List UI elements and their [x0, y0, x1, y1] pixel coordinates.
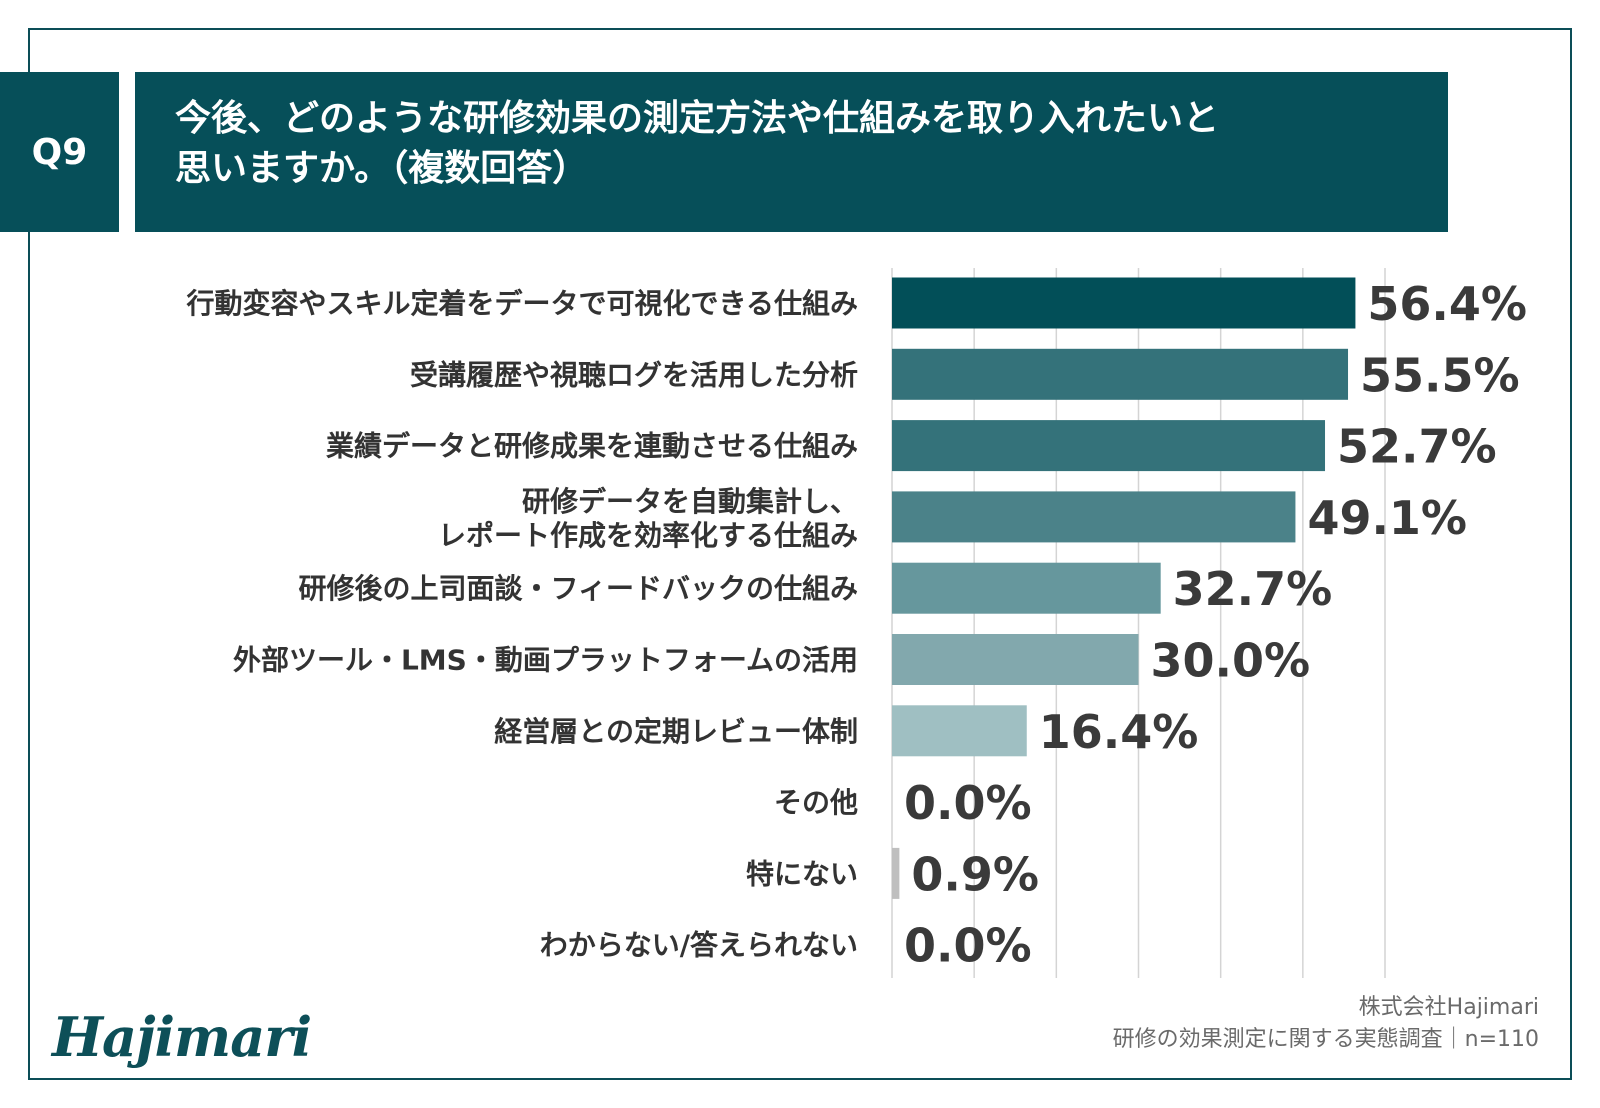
value-label: 0.0% — [904, 919, 1032, 973]
value-label: 0.9% — [911, 847, 1039, 901]
bar — [892, 348, 1349, 400]
hajimari-logo: Hajimari — [52, 1005, 312, 1069]
survey-name: 研修の効果測定に関する実態調査｜n=110 — [1112, 1027, 1539, 1052]
category-label: 研修データを自動集計し、 — [522, 485, 858, 518]
bar — [892, 705, 1027, 757]
source-note: 株式会社Hajimari 研修の効果測定に関する実態調査｜n=110 — [1113, 992, 1539, 1056]
company-name: 株式会社Hajimari — [1358, 995, 1539, 1020]
category-label: 行動変容やスキル定着をデータで可視化できる仕組み — [186, 287, 858, 320]
bar — [892, 277, 1356, 329]
value-label: 16.4% — [1039, 705, 1199, 759]
category-label: 研修後の上司面談・フィードバックの仕組み — [299, 572, 858, 605]
category-label: 経営層との定期レビュー体制 — [494, 715, 858, 748]
value-label: 56.4% — [1367, 277, 1527, 331]
bar — [892, 847, 900, 899]
bar — [892, 634, 1139, 685]
bar — [892, 491, 1296, 543]
question-title-line-2: 思いますか。（複数回答） — [175, 148, 589, 189]
chart-frame — [28, 28, 1572, 1080]
category-label: レポート作成を効率化する仕組み — [438, 519, 858, 552]
bar — [892, 420, 1326, 472]
category-label: 業績データと研修成果を連動させる仕組み — [326, 430, 858, 463]
value-label: 52.7% — [1337, 420, 1497, 474]
question-badge: Q9 — [0, 72, 119, 232]
category-label: 受講履歴や視聴ログを活用した分析 — [410, 358, 858, 391]
value-label: 55.5% — [1360, 348, 1520, 402]
value-label: 32.7% — [1173, 562, 1333, 616]
value-label: 49.1% — [1307, 491, 1467, 545]
question-title-line-1: 今後、どのような研修効果の測定方法や仕組みを取り入れたいと — [175, 98, 1220, 139]
category-label: 特にない — [746, 857, 858, 890]
value-label: 30.0% — [1151, 634, 1311, 688]
value-label: 0.0% — [904, 776, 1032, 830]
category-label: その他 — [774, 786, 858, 819]
category-label: 外部ツール・LMS・動画プラットフォームの活用 — [233, 644, 858, 677]
question-title: 今後、どのような研修効果の測定方法や仕組みを取り入れたいと 思いますか。（複数回… — [135, 72, 1448, 232]
bar — [892, 562, 1161, 614]
category-label: わからない/答えられない — [540, 929, 858, 962]
